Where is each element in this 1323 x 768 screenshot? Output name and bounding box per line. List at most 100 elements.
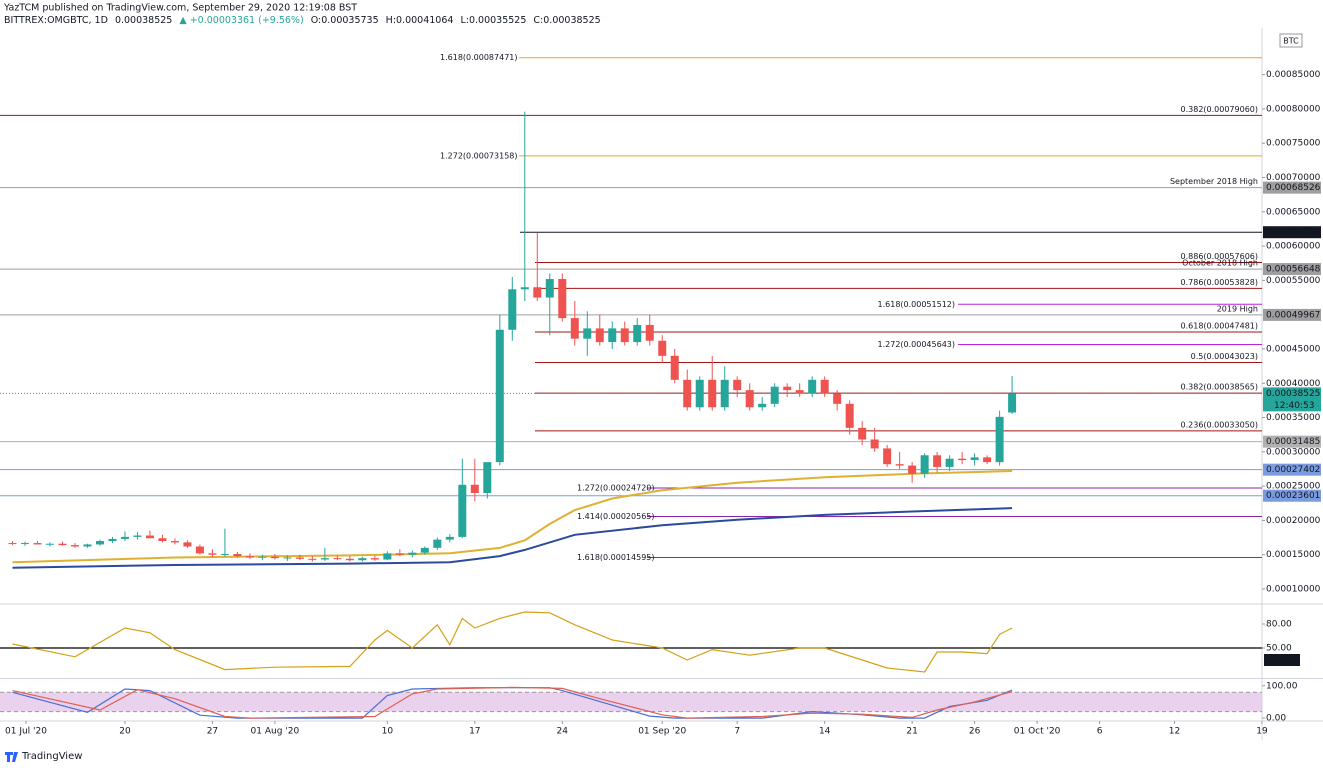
level-label: 1.272(0.00045643) <box>878 340 956 349</box>
candle-body <box>845 403 854 428</box>
price-badge <box>1263 308 1321 321</box>
candle-body <box>920 455 929 474</box>
candle-body <box>633 324 642 343</box>
x-tick-label: 12 <box>1169 727 1180 737</box>
brand: TradingView <box>21 751 82 762</box>
candle-body <box>395 553 404 555</box>
candle-body <box>320 558 329 560</box>
symbol: BITTREX:OMGBTC, 1D <box>4 15 108 26</box>
price-badge-label: 0.00049967 <box>1266 310 1320 320</box>
candle-body <box>508 289 517 330</box>
y-tick-label: 0.00 <box>1266 714 1286 724</box>
candle-body <box>445 536 454 540</box>
price-badge-label: 0.00056648 <box>1266 265 1321 275</box>
y-tick-label: 100.00 <box>1266 681 1298 691</box>
candle-body <box>195 546 204 554</box>
candle-body <box>958 458 967 461</box>
candle-body <box>358 558 367 561</box>
level-label: 2019 High <box>1217 304 1258 313</box>
candle-body <box>495 329 504 463</box>
y-tick-label: 0.00035000 <box>1266 413 1321 423</box>
level-label: 1.272(0.00024720) <box>577 484 655 493</box>
level-label: October 2018 High <box>1182 259 1258 268</box>
candle-body <box>520 287 529 290</box>
candle-body <box>908 465 917 474</box>
x-tick-label: 10 <box>382 727 394 737</box>
candle-body <box>933 455 942 467</box>
level-label: 1.272(0.00073158) <box>440 151 518 160</box>
candle-body <box>770 386 779 404</box>
candle-body <box>733 379 742 391</box>
y-tick-label: 0.00065000 <box>1266 207 1321 217</box>
candle-body <box>370 558 379 560</box>
level-label: 0.618(0.00047481) <box>1181 321 1259 330</box>
x-tick-label: 26 <box>969 727 981 737</box>
x-tick-label: 01 Sep '20 <box>638 727 686 737</box>
candle-body <box>945 458 954 467</box>
candle-body <box>108 538 117 542</box>
price-badge <box>1263 489 1321 502</box>
candle-body <box>970 457 979 461</box>
logo-icon <box>5 752 18 762</box>
x-tick-label: 14 <box>819 727 831 737</box>
y-tick-label: 0.00070000 <box>1266 173 1321 183</box>
candle-body <box>183 542 192 547</box>
candle-body <box>145 535 154 539</box>
candle-body <box>758 403 767 408</box>
candle-body <box>83 544 92 547</box>
x-tick-label: 7 <box>734 727 740 737</box>
y-tick-label: 80.00 <box>1266 620 1292 630</box>
candle-body <box>383 553 392 560</box>
price-badge-label: 0.00031485 <box>1266 437 1320 447</box>
x-tick-label: 01 Aug '20 <box>251 727 300 737</box>
candle-body <box>233 554 242 557</box>
candle-body <box>820 379 829 394</box>
candle-body <box>345 558 354 561</box>
indicator-line <box>12 686 1013 719</box>
candle-body <box>583 328 592 339</box>
candle-body <box>170 541 179 543</box>
candle-body <box>595 328 604 343</box>
candle-body <box>295 557 304 559</box>
countdown: 12:40:53 <box>1274 401 1314 411</box>
price-badge-label: 0.00027402 <box>1266 465 1320 475</box>
level-label: 1.618(0.00014595) <box>577 553 655 562</box>
candle-body <box>70 545 79 547</box>
candle-body <box>558 279 567 319</box>
candle-body <box>420 547 429 553</box>
x-tick-label: 21 <box>906 727 917 737</box>
candle-body <box>983 457 992 463</box>
candle-body <box>133 535 142 537</box>
candle-body <box>533 287 542 298</box>
level-label: 1.414(0.00020565) <box>577 512 655 521</box>
indicator-line <box>12 611 1013 673</box>
candle-body <box>620 328 629 343</box>
close: C:0.00038525 <box>533 15 600 26</box>
candle-body <box>658 340 667 356</box>
x-tick-label: 6 <box>1097 727 1103 737</box>
x-tick-label: 27 <box>207 727 218 737</box>
candle-body <box>670 355 679 380</box>
candle-body <box>158 538 167 542</box>
candle-body <box>545 279 554 298</box>
candle-body <box>220 554 229 556</box>
candle-body <box>245 556 254 558</box>
candle-body <box>483 462 492 493</box>
high: H:0.00041064 <box>386 15 454 26</box>
x-tick-label: 19 <box>1256 727 1268 737</box>
y-tick-label: 50.00 <box>1266 644 1292 654</box>
candle-body <box>895 464 904 466</box>
x-tick-label: 20 <box>119 727 131 737</box>
candle-body <box>208 553 217 555</box>
candle-body <box>120 536 129 539</box>
candle-body <box>58 543 67 546</box>
level-label: September 2018 High <box>1170 177 1258 186</box>
candle-body <box>458 484 467 537</box>
candle-body <box>8 543 17 545</box>
candle-body <box>645 324 654 341</box>
open: O:0.00035735 <box>311 15 379 26</box>
y-tick-label: 0.00015000 <box>1266 550 1321 560</box>
candle-body <box>870 439 879 449</box>
